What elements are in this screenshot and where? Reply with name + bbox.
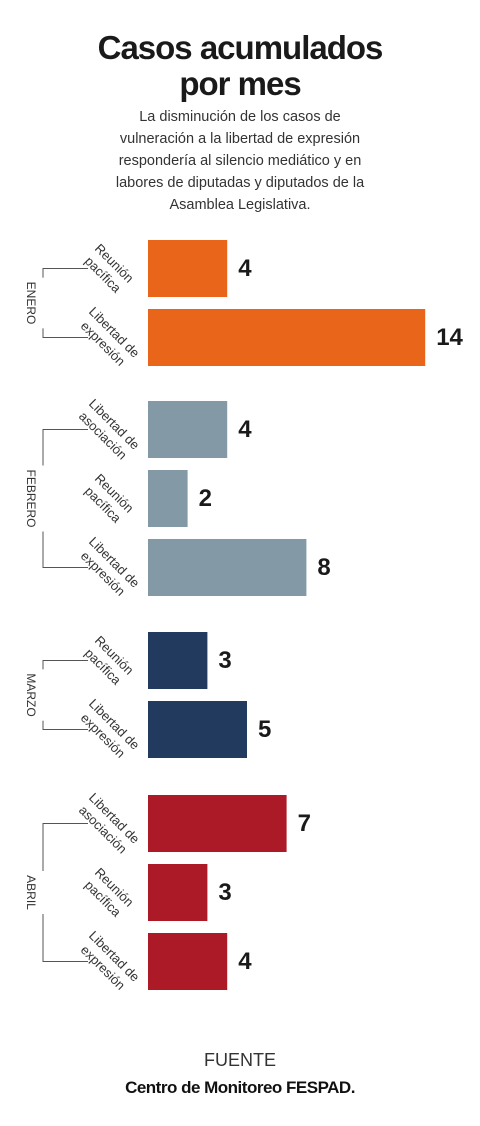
bar-value-label: 3 [218, 879, 231, 906]
bar-category-label: Reuniónpacífica [81, 471, 137, 527]
bar [148, 933, 228, 990]
month-label-mask [36, 277, 50, 329]
bar-value-label: 4 [238, 416, 252, 443]
month-label: MARZO [24, 673, 38, 716]
bar [148, 795, 287, 852]
month-label: ENERO [24, 282, 38, 325]
source-name: Centro de Monitoreo FESPAD. [125, 1078, 355, 1097]
month-label: FEBRERO [24, 469, 38, 527]
bar-value-label: 4 [238, 255, 252, 282]
month-label-mask [36, 465, 50, 532]
chart-title: Casos acumulados por mes [0, 30, 480, 102]
bar-category-label: Reuniónpacífica [81, 865, 137, 921]
month-label: ABRIL [24, 875, 38, 910]
bar-value-label: 4 [238, 948, 252, 975]
bar [148, 539, 307, 596]
bar-category-label: Reuniónpacífica [81, 241, 137, 297]
bar [148, 701, 247, 758]
month-label-mask [36, 669, 50, 721]
month-label-mask [36, 870, 50, 915]
subtitle-line: Asamblea Legislativa. [169, 197, 311, 213]
bar-value-label: 8 [317, 554, 330, 581]
source-label: FUENTE [204, 1050, 276, 1070]
bar-value-label: 7 [298, 810, 311, 837]
bar [148, 401, 228, 458]
bar-value-label: 3 [218, 647, 231, 674]
bar [148, 309, 426, 366]
bar-category-label: Reuniónpacífica [81, 633, 137, 689]
subtitle-line: respondería al silencio mediático y en [118, 153, 362, 169]
bar [148, 632, 208, 689]
subtitle-line: labores de diputadas y diputados de la [115, 175, 365, 191]
chart-subtitle: La disminución de los casos de vulneraci… [90, 106, 390, 216]
chart-title-line-2: por mes [179, 65, 301, 102]
subtitle-line: La disminución de los casos de [139, 109, 341, 125]
bar-value-label: 5 [258, 716, 271, 743]
bar [148, 864, 208, 921]
bar [148, 240, 228, 297]
bar [148, 470, 188, 527]
subtitle-line: vulneración a la libertad de expresión [119, 131, 361, 147]
bar-value-label: 14 [436, 324, 463, 351]
chart-title-line-1: Casos acumulados [97, 29, 384, 66]
bar-value-label: 2 [199, 485, 212, 512]
